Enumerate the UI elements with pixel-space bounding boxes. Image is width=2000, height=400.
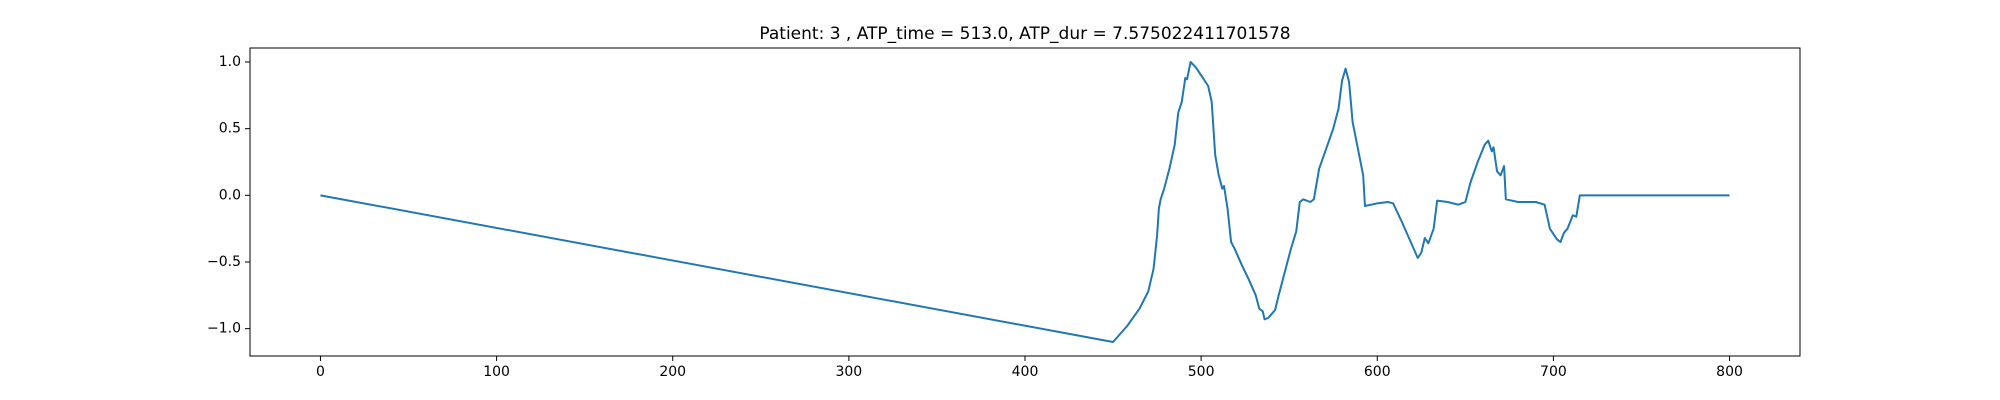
y-tick-label: 1.0: [219, 54, 241, 70]
x-tick-label: 500: [1188, 364, 1215, 380]
x-tick-label: 400: [1012, 364, 1039, 380]
x-tick-label: 600: [1364, 364, 1391, 380]
y-tick-label: 0.0: [219, 187, 241, 203]
x-tick-label: 100: [483, 364, 510, 380]
x-tick-label: 300: [835, 364, 862, 380]
x-tick-label: 0: [316, 364, 325, 380]
data-line: [320, 61, 1730, 343]
y-tick-label: −0.5: [207, 254, 241, 270]
y-tick-label: −1.0: [207, 321, 241, 337]
x-tick-label: 200: [659, 364, 686, 380]
chart-title: Patient: 3 , ATP_time = 513.0, ATP_dur =…: [759, 24, 1290, 44]
axes-frame: [249, 47, 1801, 357]
y-tick-label: 0.5: [219, 121, 241, 137]
x-tick-label: 700: [1540, 364, 1567, 380]
x-tick-label: 800: [1716, 364, 1743, 380]
